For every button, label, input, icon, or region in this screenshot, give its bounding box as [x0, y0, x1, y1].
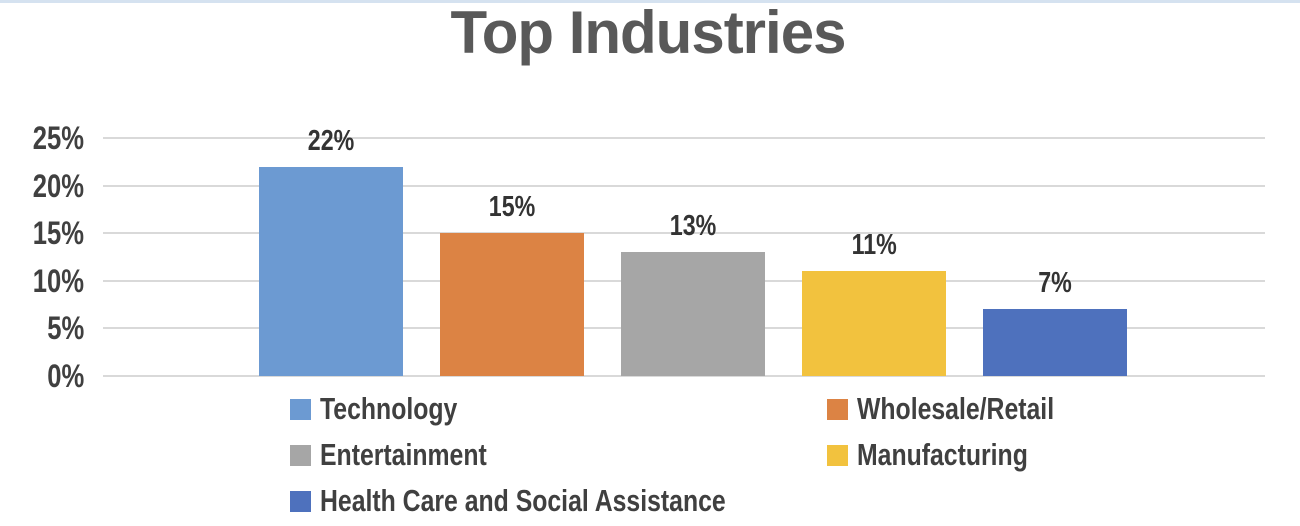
- y-axis-tick-label: 25%: [0, 121, 84, 155]
- legend-swatch: [290, 490, 311, 512]
- bar-technology[interactable]: [259, 167, 403, 376]
- y-axis-tick-text: 25%: [32, 120, 84, 156]
- bar-manufacturing[interactable]: [802, 271, 946, 376]
- legend-item-entertainment[interactable]: Entertainment: [290, 439, 827, 471]
- bar-entertainment[interactable]: [621, 252, 765, 376]
- y-axis-tick-text: 10%: [32, 263, 84, 299]
- legend-item-wholesale-retail[interactable]: Wholesale/Retail: [827, 393, 1103, 425]
- gridline: [103, 232, 1265, 234]
- bar-value-text: 22%: [307, 125, 355, 157]
- bar-value-text: 13%: [669, 210, 717, 242]
- bar-wholesale-retail[interactable]: [440, 233, 584, 376]
- legend-swatch: [290, 398, 311, 420]
- bar-value-label: 11%: [794, 230, 954, 260]
- y-axis-tick-label: 10%: [0, 264, 84, 298]
- legend-label: Health Care and Social Assistance: [320, 483, 726, 518]
- gridline: [103, 375, 1265, 377]
- gridline: [103, 137, 1265, 139]
- bar-value-label: 13%: [613, 211, 773, 241]
- y-axis-tick-text: 0%: [47, 358, 84, 394]
- legend-label: Technology: [320, 391, 458, 426]
- chart-legend: Technology Wholesale/Retail Entertainment M…: [290, 386, 1103, 524]
- bar-value-text: 11%: [851, 229, 897, 261]
- chart-title: Top Industries: [450, 0, 847, 66]
- y-axis-tick-label: 5%: [0, 311, 84, 345]
- legend-item-manufacturing[interactable]: Manufacturing: [827, 439, 1103, 471]
- legend-item-technology[interactable]: Technology: [290, 393, 827, 425]
- y-axis-tick-text: 15%: [32, 215, 84, 251]
- legend-swatch: [827, 444, 848, 466]
- legend-label: Manufacturing: [857, 437, 1028, 472]
- bar-value-label: 15%: [432, 192, 592, 222]
- legend-swatch: [827, 398, 848, 420]
- legend-label: Wholesale/Retail: [857, 391, 1055, 426]
- bar-value-text: 7%: [1038, 267, 1072, 299]
- bottom-edge-strip: [0, 0, 1300, 3]
- y-axis-tick-text: 5%: [47, 310, 84, 346]
- bar-value-label: 22%: [251, 126, 411, 156]
- y-axis-tick-label: 20%: [0, 169, 84, 203]
- y-axis-tick-label: 0%: [0, 359, 84, 393]
- legend-item-health-care-and-social-assistance[interactable]: Health Care and Social Assistance: [290, 485, 827, 517]
- bar-value-label: 7%: [975, 268, 1135, 298]
- legend-label: Entertainment: [320, 437, 487, 472]
- bar-health-care-and-social-assistance[interactable]: [983, 309, 1127, 376]
- y-axis-tick-text: 20%: [32, 168, 84, 204]
- y-axis-tick-label: 15%: [0, 216, 84, 250]
- gridline: [103, 185, 1265, 187]
- legend-swatch: [290, 444, 311, 466]
- bar-value-text: 15%: [488, 191, 536, 223]
